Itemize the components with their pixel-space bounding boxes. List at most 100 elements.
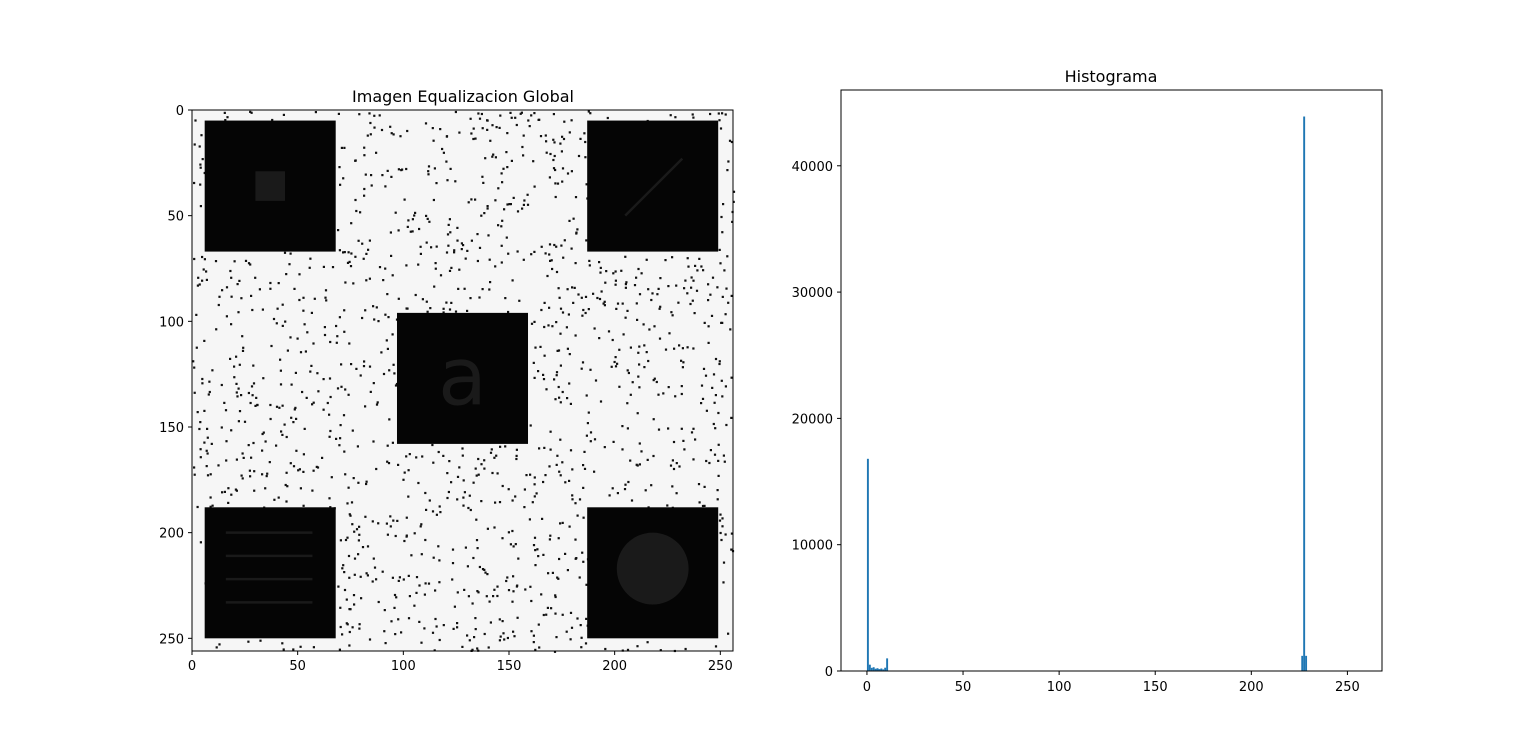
noise-dot <box>438 638 441 642</box>
noise-dot <box>530 630 533 633</box>
noise-dot <box>534 648 537 651</box>
noise-dot <box>208 380 211 383</box>
noise-dot <box>587 411 590 414</box>
noise-dot <box>336 335 339 338</box>
noise-dot <box>301 390 304 394</box>
noise-dot <box>499 114 502 117</box>
noise-dot <box>512 590 515 593</box>
noise-dot <box>453 605 456 608</box>
noise-dot <box>506 132 509 135</box>
noise-dot <box>338 648 341 651</box>
noise-dot <box>193 366 196 369</box>
noise-dot <box>240 297 243 300</box>
noise-dot <box>363 194 366 197</box>
noise-dot <box>559 332 562 335</box>
noise-dot <box>560 244 563 247</box>
noise-dot <box>524 588 527 591</box>
histogram-x-tick-label: 150 <box>1143 680 1168 695</box>
noise-dot <box>548 465 551 468</box>
noise-dot <box>722 581 725 584</box>
noise-dot <box>250 111 253 114</box>
noise-dot <box>224 119 227 122</box>
noise-dot <box>381 570 384 573</box>
noise-dot <box>499 445 502 448</box>
noise-dot <box>396 519 399 522</box>
noise-dot <box>500 244 503 247</box>
noise-dot <box>503 638 506 641</box>
noise-dot <box>329 395 332 399</box>
noise-dot <box>426 217 429 220</box>
noise-dot <box>445 160 448 163</box>
noise-dot <box>614 283 617 286</box>
noise-dot <box>371 520 374 523</box>
noise-dot <box>566 347 569 350</box>
noise-dot <box>481 127 484 130</box>
noise-dot <box>682 439 685 442</box>
noise-dot <box>408 453 411 456</box>
noise-dot <box>684 279 687 282</box>
noise-dot <box>375 467 378 471</box>
noise-dot <box>530 114 533 117</box>
noise-dot <box>338 316 341 319</box>
noise-dot <box>481 288 484 291</box>
noise-dot <box>587 308 590 311</box>
noise-dot <box>312 469 315 472</box>
noise-dot <box>555 374 558 377</box>
noise-dot <box>603 300 606 303</box>
noise-dot <box>668 332 671 335</box>
noise-dot <box>282 113 285 116</box>
noise-dot <box>199 541 202 544</box>
noise-dot <box>719 127 723 130</box>
noise-dot <box>730 376 733 379</box>
noise-dot <box>255 396 258 399</box>
noise-dot <box>420 523 423 526</box>
noise-dot <box>346 623 349 626</box>
noise-dot <box>568 219 571 222</box>
noise-dot <box>249 401 252 405</box>
noise-dot <box>448 308 452 311</box>
noise-dot <box>438 559 441 562</box>
noise-dot <box>205 449 208 452</box>
noise-dot <box>640 272 643 275</box>
noise-dot <box>657 393 660 396</box>
noise-dot <box>526 203 530 206</box>
noise-dot <box>240 474 243 477</box>
noise-dot <box>285 500 288 503</box>
noise-dot <box>373 318 376 321</box>
noise-dot <box>501 219 504 222</box>
noise-dot <box>372 440 375 443</box>
image-y-tick-label: 100 <box>159 315 184 330</box>
noise-dot <box>716 498 719 501</box>
noise-dot <box>470 239 473 242</box>
noise-dot <box>487 234 490 237</box>
noise-dot <box>262 431 265 434</box>
noise-dot <box>407 219 410 222</box>
noise-dot <box>556 182 560 185</box>
noise-dot <box>281 324 284 327</box>
noise-dot <box>598 337 601 340</box>
noise-dot <box>605 270 608 273</box>
noise-dot <box>429 307 432 310</box>
noise-dot <box>594 379 598 382</box>
noise-dot <box>397 618 400 621</box>
noise-dot <box>445 135 448 138</box>
noise-dot <box>534 549 537 552</box>
noise-dot <box>616 492 619 495</box>
image-x-tick-label: 100 <box>391 659 416 674</box>
noise-dot <box>359 374 362 377</box>
noise-dot <box>398 576 401 579</box>
noise-dot <box>578 576 581 579</box>
histogram-bar <box>884 667 887 671</box>
noise-dot <box>344 538 348 542</box>
noise-dot <box>717 474 720 477</box>
noise-dot <box>730 416 733 419</box>
noise-dot <box>652 418 655 421</box>
noise-dot <box>468 494 471 497</box>
noise-dot <box>558 470 561 473</box>
noise-dot <box>716 489 719 492</box>
noise-dot <box>680 392 683 396</box>
noise-dot <box>377 320 380 323</box>
noise-dot <box>352 594 356 597</box>
noise-dot <box>265 475 268 478</box>
noise-dot <box>447 490 450 494</box>
